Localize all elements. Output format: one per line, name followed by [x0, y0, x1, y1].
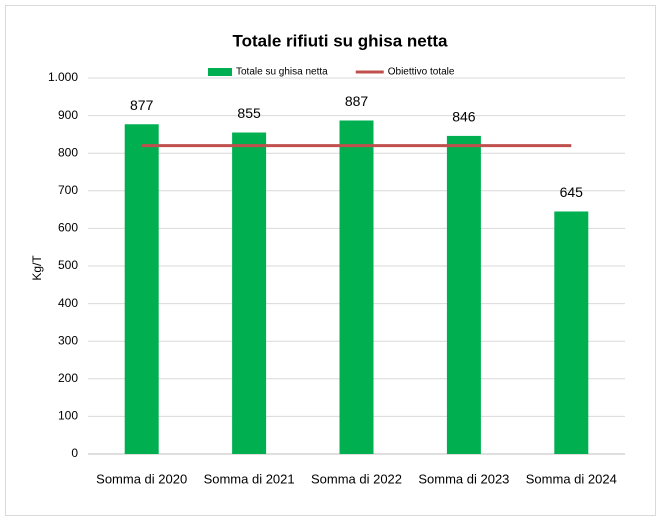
y-tick-label: 600: [58, 221, 78, 235]
x-tick-label: Somma di 2023: [418, 471, 509, 486]
bar: [339, 120, 374, 454]
legend-swatch: [208, 68, 232, 76]
bar: [554, 211, 589, 454]
y-tick-label: 500: [58, 258, 78, 272]
legend-label: Totale su ghisa netta: [236, 67, 328, 78]
chart-border: [5, 5, 656, 516]
data-label: 846: [452, 109, 476, 125]
x-tick-label: Somma di 2024: [526, 471, 617, 486]
data-label: 645: [560, 184, 584, 200]
chart-title: Totale rifiuti su ghisa netta: [232, 31, 448, 50]
data-label: 887: [345, 93, 369, 109]
y-tick-label: 400: [58, 296, 78, 310]
y-tick-label: 900: [58, 108, 78, 122]
data-label: 877: [130, 97, 154, 113]
y-tick-label: 1.000: [48, 70, 78, 84]
y-tick-label: 100: [58, 409, 78, 423]
bar: [232, 132, 267, 454]
bar: [124, 124, 159, 455]
y-axis-label: Kg/T: [30, 255, 44, 281]
x-tick-label: Somma di 2022: [311, 471, 402, 486]
y-tick-label: 0: [71, 446, 78, 460]
legend-label: Obiettivo totale: [388, 67, 455, 78]
x-tick-label: Somma di 2020: [96, 471, 187, 486]
y-tick-label: 200: [58, 371, 78, 385]
bar: [446, 135, 481, 455]
y-tick-label: 700: [58, 183, 78, 197]
data-label: 855: [237, 105, 261, 121]
y-tick-label: 800: [58, 145, 78, 159]
y-tick-label: 300: [58, 333, 78, 347]
x-tick-label: Somma di 2021: [204, 471, 295, 486]
